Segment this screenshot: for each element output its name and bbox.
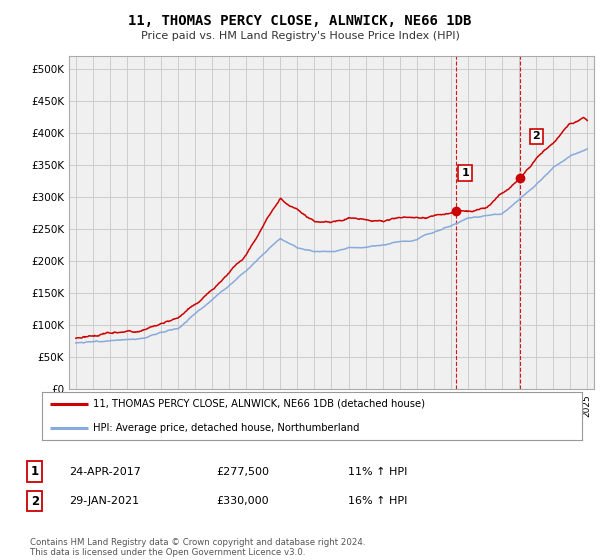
Text: £330,000: £330,000	[216, 496, 269, 506]
Text: 2: 2	[532, 131, 540, 141]
Text: 11, THOMAS PERCY CLOSE, ALNWICK, NE66 1DB (detached house): 11, THOMAS PERCY CLOSE, ALNWICK, NE66 1D…	[94, 399, 425, 409]
Text: 1: 1	[31, 465, 39, 478]
Text: £277,500: £277,500	[216, 466, 269, 477]
Text: 1: 1	[461, 168, 469, 178]
Text: 2: 2	[31, 494, 39, 508]
Text: 11, THOMAS PERCY CLOSE, ALNWICK, NE66 1DB: 11, THOMAS PERCY CLOSE, ALNWICK, NE66 1D…	[128, 14, 472, 28]
Text: 24-APR-2017: 24-APR-2017	[69, 466, 141, 477]
Text: HPI: Average price, detached house, Northumberland: HPI: Average price, detached house, Nort…	[94, 423, 360, 433]
Text: Contains HM Land Registry data © Crown copyright and database right 2024.
This d: Contains HM Land Registry data © Crown c…	[30, 538, 365, 557]
Text: 16% ↑ HPI: 16% ↑ HPI	[348, 496, 407, 506]
Text: 29-JAN-2021: 29-JAN-2021	[69, 496, 139, 506]
Text: Price paid vs. HM Land Registry's House Price Index (HPI): Price paid vs. HM Land Registry's House …	[140, 31, 460, 41]
Text: 11% ↑ HPI: 11% ↑ HPI	[348, 466, 407, 477]
